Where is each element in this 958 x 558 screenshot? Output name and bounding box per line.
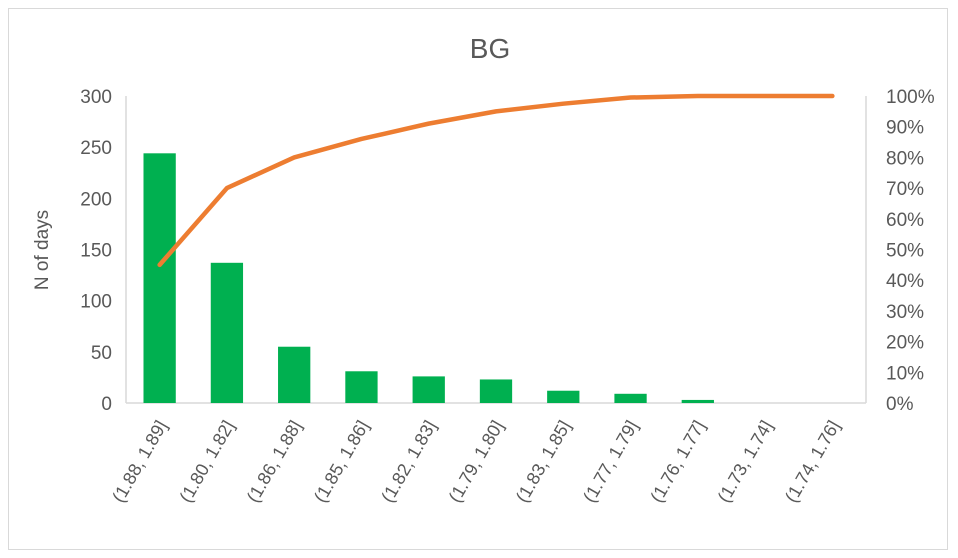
y-tick-label: 100: [80, 292, 112, 313]
bar-5: [479, 379, 513, 403]
x-tick-label: (1.73, 1.74]: [714, 417, 777, 506]
y-tick-label: 50: [91, 343, 112, 364]
y-tick-label: 250: [80, 138, 112, 159]
y-axis-title: N of days: [32, 210, 53, 290]
x-tick-label: (1.85, 1.86]: [310, 417, 373, 506]
bar-1: [210, 262, 244, 403]
y-tick-label: 0: [101, 394, 112, 415]
y2-tick-label: 40%: [886, 271, 924, 292]
chart-title: BG: [470, 33, 510, 64]
x-tick-label: (1.86, 1.88]: [243, 417, 306, 506]
bar-3: [345, 371, 378, 403]
x-tick-label: (1.83, 1.85]: [512, 417, 575, 506]
bar-0: [143, 153, 176, 403]
y-tick-label: 200: [80, 189, 112, 210]
x-tick-label: (1.80, 1.82]: [176, 417, 239, 506]
y2-tick-label: 0%: [886, 394, 914, 415]
y2-tick-label: 100%: [886, 87, 935, 108]
x-tick-label: (1.77, 1.79]: [579, 417, 642, 506]
y2-tick-label: 10%: [886, 363, 924, 384]
y2-tick-label: 50%: [886, 241, 924, 262]
cumulative-line: [157, 93, 835, 268]
y2-tick-label: 20%: [886, 333, 924, 354]
y2-tick-label: 70%: [886, 179, 924, 200]
y-tick-label: 300: [80, 87, 112, 108]
x-tick-label: (1.79, 1.80]: [445, 417, 508, 506]
bar-8: [681, 399, 714, 403]
bar-7: [614, 393, 647, 403]
bar-2: [278, 346, 311, 403]
x-tick-label: (1.82, 1.83]: [377, 417, 440, 506]
bar-6: [547, 390, 580, 403]
x-tick-label: (1.76, 1.77]: [646, 417, 709, 506]
y2-tick-label: 30%: [886, 302, 924, 323]
x-tick-label: (1.74, 1.76]: [781, 417, 844, 506]
y2-tick-label: 90%: [886, 118, 924, 139]
y2-tick-label: 80%: [886, 148, 924, 169]
x-tick-label: (1.88, 1.89]: [108, 417, 171, 506]
bar-4: [412, 376, 445, 403]
y2-tick-label: 60%: [886, 210, 924, 231]
y-tick-label: 150: [80, 241, 112, 262]
